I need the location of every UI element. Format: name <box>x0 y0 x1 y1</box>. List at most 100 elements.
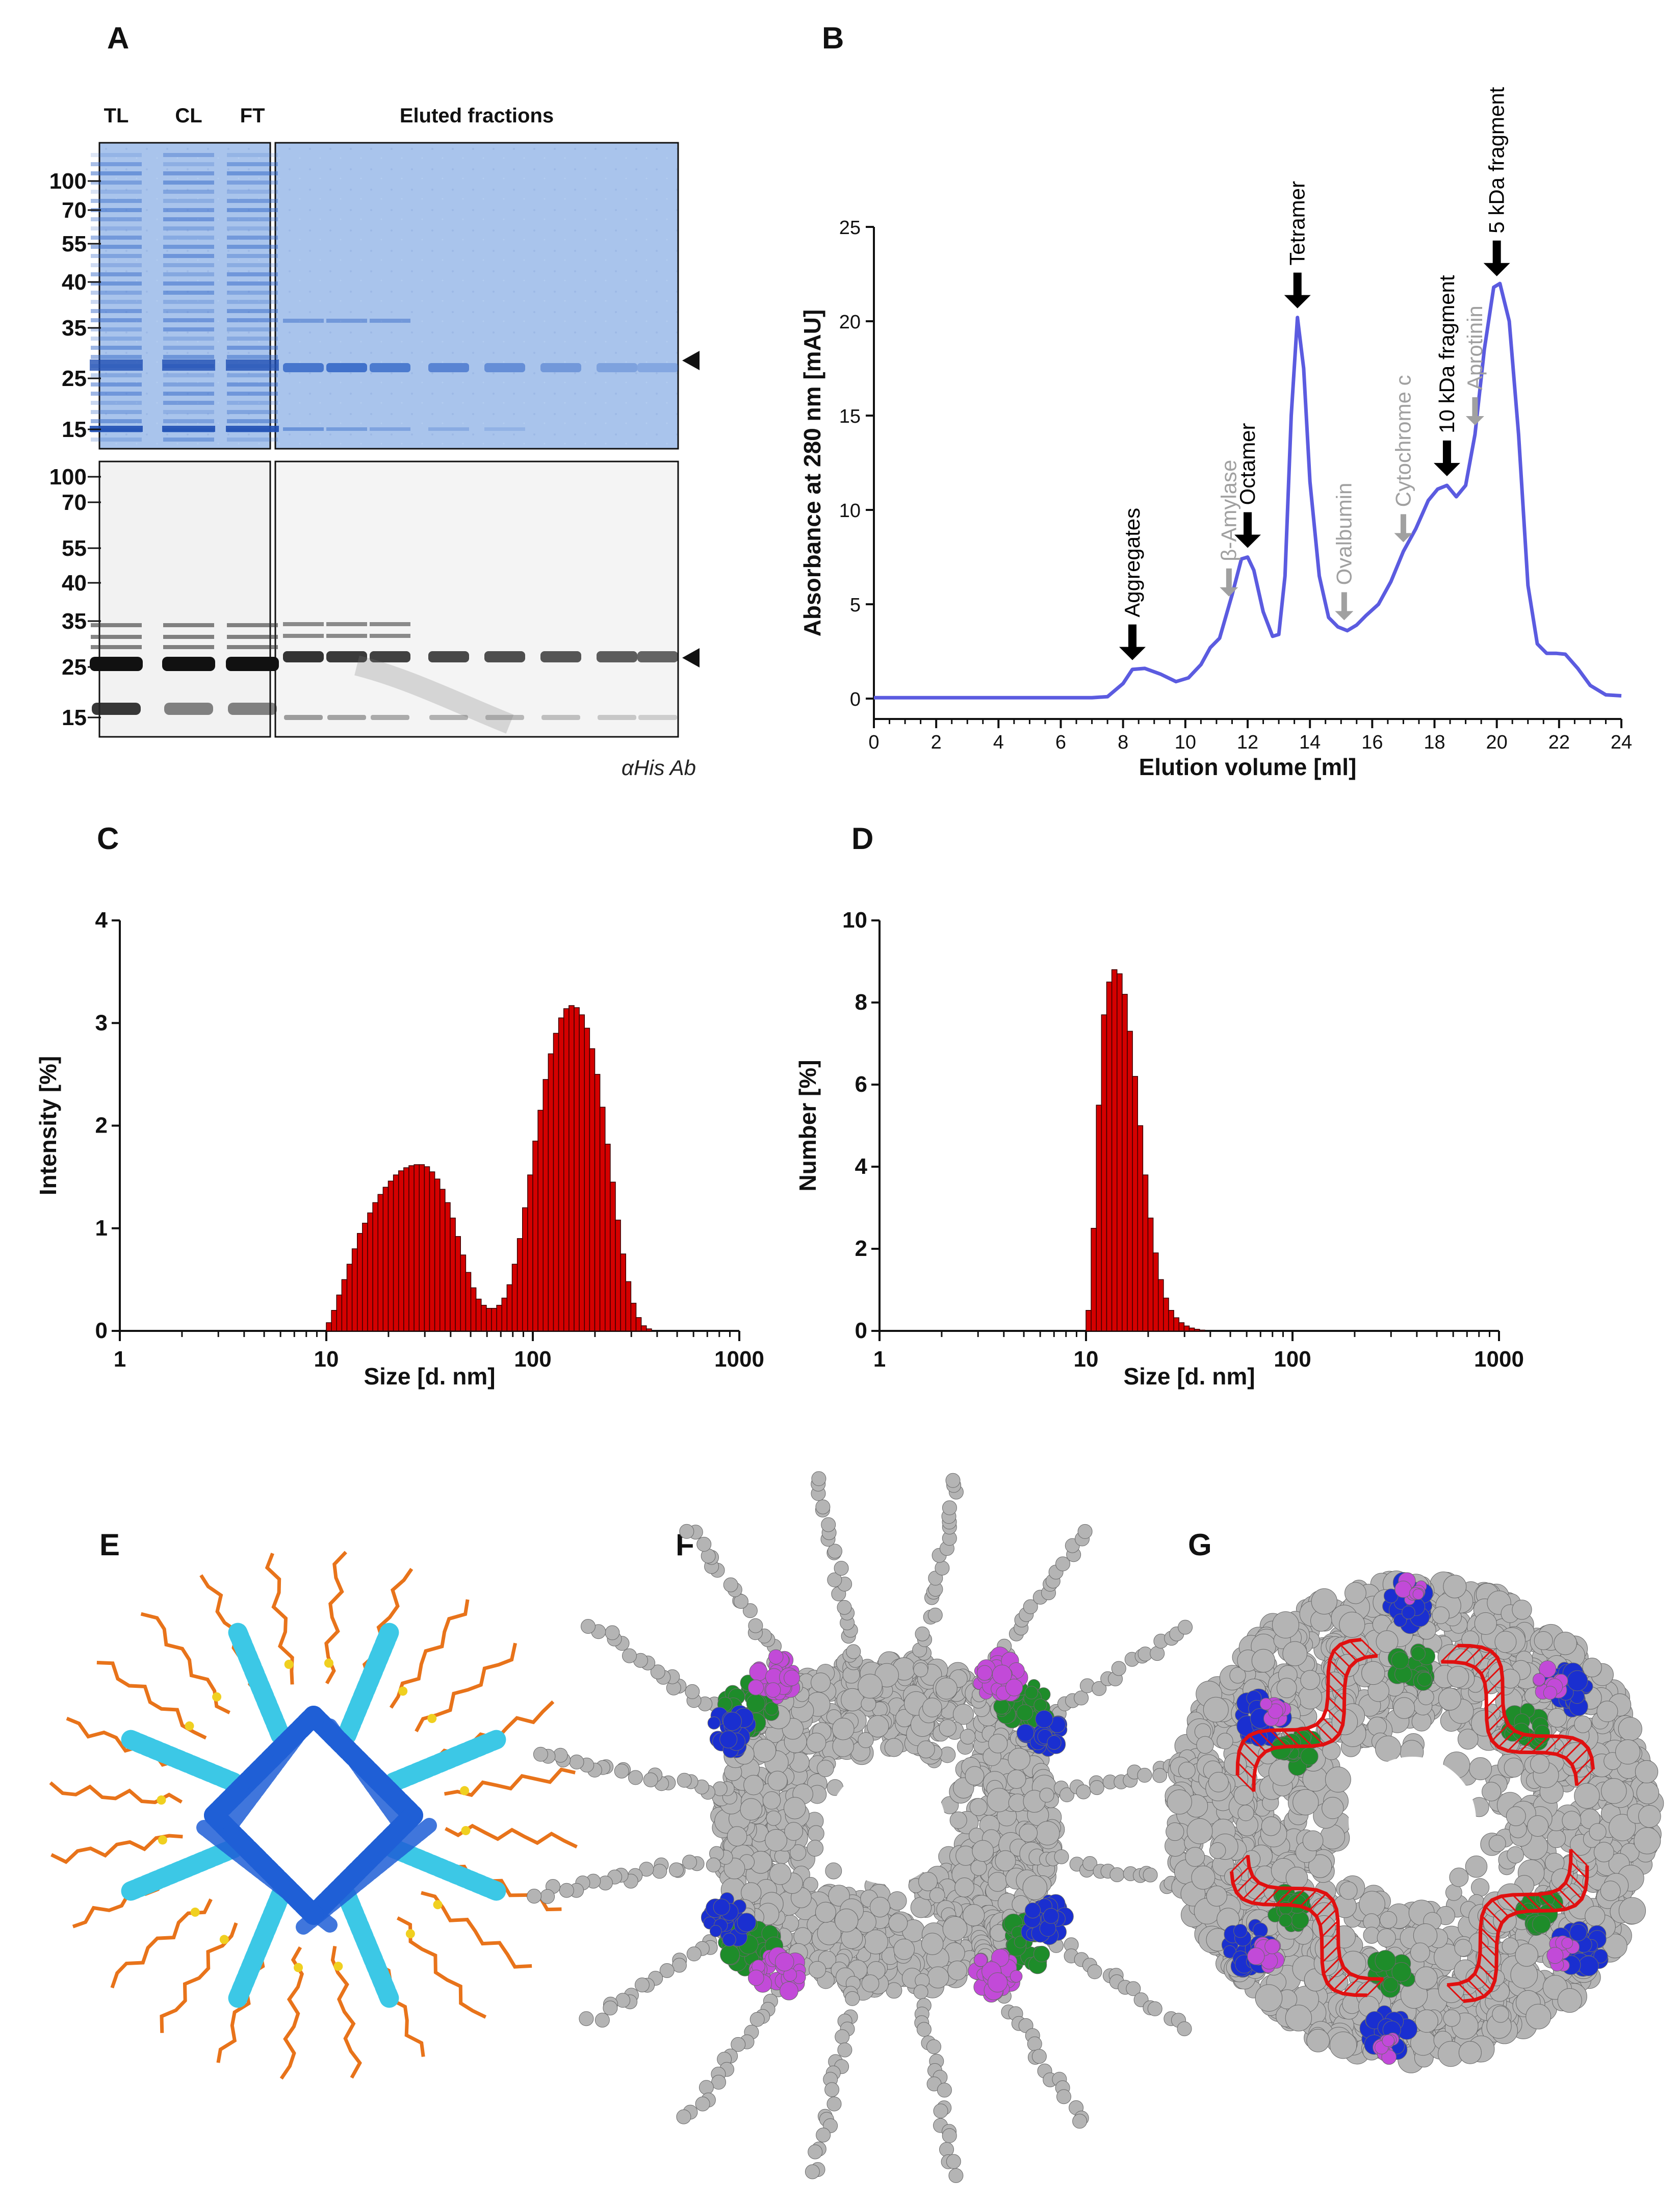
surface-atom <box>1634 1827 1661 1855</box>
x-tick-label: 10 <box>1175 732 1196 753</box>
histogram-bar <box>357 1233 363 1331</box>
histogram-bar <box>1152 1252 1159 1331</box>
blue-residue <box>719 1730 738 1749</box>
gel-band <box>597 363 637 372</box>
blue-residue <box>709 1925 722 1937</box>
green-residue <box>1033 1945 1050 1963</box>
magenta-residue <box>1010 1970 1023 1983</box>
blue-residue <box>1024 1902 1041 1919</box>
surface-atom <box>926 2039 941 2054</box>
surface-atom <box>949 1811 967 1829</box>
surface-atom <box>1417 1688 1434 1705</box>
surface-atom <box>1600 1881 1621 1901</box>
surface-atom <box>1306 2028 1330 2052</box>
helix-cyan <box>384 1839 507 1901</box>
surface-atom <box>1393 1697 1415 1719</box>
surface-atom <box>942 2128 957 2143</box>
green-residue <box>1024 1686 1039 1700</box>
surface-atom <box>1282 1641 1308 1666</box>
histogram-bar <box>367 1212 373 1331</box>
peak-annotation: Ovalbumin <box>1332 483 1356 585</box>
surface-atom <box>888 1913 908 1933</box>
blue-residue <box>1043 1908 1059 1924</box>
panel-a: TL CL FT Eluted fractions 10070554035251… <box>49 105 700 780</box>
surface-atom <box>748 1618 763 1633</box>
histogram-bar <box>372 1202 379 1331</box>
magenta-residue <box>1264 1939 1280 1955</box>
strand-segment <box>284 1659 294 1669</box>
gel-band <box>163 392 214 396</box>
panel-label-g: G <box>1188 1528 1212 1562</box>
gel-band <box>91 208 142 212</box>
gel-band <box>227 419 278 423</box>
gel-band <box>91 190 142 194</box>
y-tick-label: 1 <box>95 1216 108 1241</box>
histogram-bar <box>470 1287 477 1331</box>
strand-segment <box>190 1907 200 1917</box>
surface-atom <box>569 1754 584 1769</box>
magenta-residue <box>779 1981 798 2000</box>
histogram-bar <box>640 1325 647 1331</box>
gel-band <box>163 291 214 295</box>
surface-atom <box>671 1958 687 1973</box>
blot-band <box>163 635 214 639</box>
magenta-residue <box>1546 1947 1564 1964</box>
surface-atom <box>832 1717 855 1740</box>
surface-atom <box>1469 1757 1492 1781</box>
annotation-arrow <box>1119 624 1146 660</box>
annotation-arrow <box>1234 512 1261 548</box>
helix-dark <box>196 1820 338 1933</box>
surface-atom <box>1618 1717 1642 1741</box>
surface-atom <box>835 2029 850 2044</box>
histogram-bar <box>1111 969 1118 1331</box>
blot-band <box>227 645 278 649</box>
surface-atom <box>1272 1611 1300 1639</box>
panel-d-chart: 0 2 4 6 8 10 Number [%] Size [d. nm] 1 10 100 1000 <box>794 908 1524 1390</box>
blot-band <box>226 657 279 671</box>
gel-band <box>227 162 278 166</box>
blue-residue <box>1047 1735 1062 1750</box>
panel-label-c: C <box>97 821 119 856</box>
surface-atom <box>614 1763 629 1779</box>
green-residue <box>1279 1913 1293 1928</box>
histogram-bar <box>460 1254 467 1331</box>
surface-atom <box>762 1791 781 1810</box>
gel-band <box>163 355 214 359</box>
green-residue <box>1300 1747 1319 1766</box>
surface-atom <box>1166 1822 1184 1841</box>
histogram-bar <box>1132 1076 1139 1331</box>
surface-atom <box>1147 2001 1162 2016</box>
gel-band <box>163 162 214 166</box>
annotation-arrow <box>1433 440 1460 476</box>
histogram-bar <box>1173 1317 1180 1331</box>
surface-atom <box>1076 1784 1091 1800</box>
surface-atom <box>1361 1661 1385 1685</box>
strand-segment <box>461 1826 471 1835</box>
histogram-bar <box>1183 1325 1190 1331</box>
strand-segment <box>460 1786 470 1795</box>
annotation-arrow <box>1335 592 1354 621</box>
surface-atom <box>1039 1787 1054 1803</box>
gel-band <box>91 419 142 423</box>
surface-atom <box>784 1822 804 1841</box>
surface-atom <box>639 1862 654 1877</box>
surface-atom <box>1059 1787 1075 1803</box>
surface-atom <box>1512 1600 1532 1620</box>
gel-band <box>227 438 278 442</box>
surface-atom <box>916 2022 932 2037</box>
histogram-bar <box>465 1272 472 1331</box>
surface-atom <box>1474 1612 1497 1635</box>
gel-band <box>163 272 214 276</box>
surface-atom <box>595 2013 610 2028</box>
surface-atom <box>825 1862 842 1880</box>
gel-band <box>163 181 214 185</box>
histogram-bar <box>424 1166 430 1331</box>
y-axis-title: Absorbance at 280 nm [mAU] <box>799 310 825 637</box>
gel-band <box>163 190 214 194</box>
surface-atom <box>1432 1606 1450 1624</box>
surface-atom <box>821 1517 836 1532</box>
gel-band <box>163 245 214 249</box>
histogram-bar <box>646 1328 652 1331</box>
surface-atom <box>1191 1865 1216 1890</box>
